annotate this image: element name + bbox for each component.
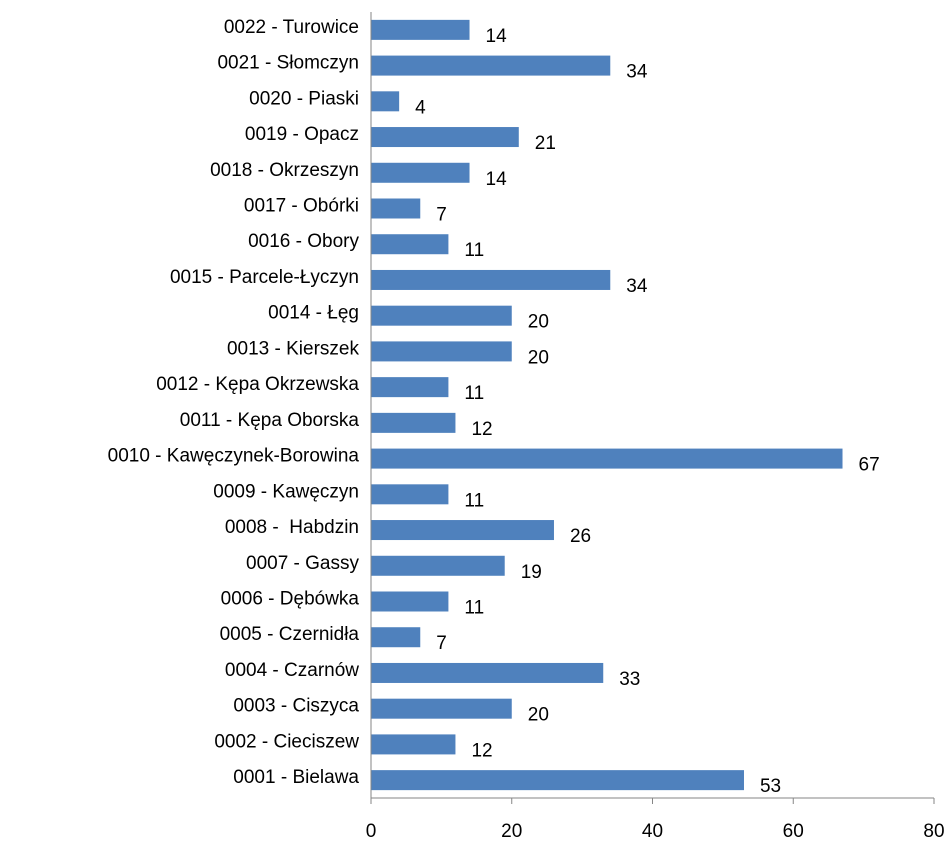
y-tick-label: 0002 - Cieciszew [214, 731, 359, 752]
y-tick-label: 0021 - Słomczyn [217, 53, 359, 74]
data-label: 14 [486, 169, 508, 190]
y-tick-label: 0010 - Kawęczynek-Borowina [108, 446, 360, 467]
data-label: 21 [535, 133, 556, 154]
y-tick-label: 0003 - Ciszyca [233, 696, 359, 717]
data-label: 14 [486, 26, 508, 47]
y-tick-label: 0019 - Opacz [245, 124, 359, 145]
bar [371, 341, 512, 362]
bar [371, 305, 512, 326]
x-tick-label: 60 [783, 821, 804, 842]
bar [371, 91, 400, 112]
y-tick-label: 0013 - Kierszek [227, 338, 360, 359]
data-label: 33 [619, 669, 640, 690]
data-label: 19 [521, 562, 542, 583]
bar [371, 555, 505, 576]
bar [371, 234, 449, 255]
data-label: 12 [471, 740, 492, 761]
x-tick-label: 20 [501, 821, 522, 842]
y-tick-label: 0004 - Czarnów [225, 660, 359, 681]
x-tick-label: 80 [923, 821, 944, 842]
data-label: 7 [436, 205, 447, 226]
y-tick-label: 0014 - Łęg [268, 303, 359, 324]
y-tick-label: 0022 - Turowice [224, 17, 359, 38]
data-label: 12 [471, 419, 492, 440]
bar [371, 19, 470, 40]
data-label: 11 [464, 240, 484, 261]
y-tick-label: 0012 - Kępa Okrzewska [156, 374, 359, 395]
data-label: 7 [436, 633, 447, 654]
y-tick-label: 0006 - Dębówka [221, 589, 360, 610]
bar [371, 412, 456, 433]
bar [371, 734, 456, 755]
bar [371, 55, 611, 76]
data-label: 20 [528, 705, 549, 726]
data-label: 11 [464, 490, 484, 511]
bar [371, 627, 421, 648]
bar [371, 162, 470, 183]
data-label: 26 [570, 526, 591, 547]
y-tick-label: 0001 - Bielawa [233, 767, 359, 788]
bar [371, 662, 604, 683]
bar [371, 198, 421, 219]
data-label: 34 [626, 62, 648, 83]
y-tick-label: 0020 - Piaski [249, 88, 359, 109]
bar [371, 377, 449, 398]
y-tick-label: 0008 - Habdzin [225, 517, 359, 538]
data-label: 11 [464, 383, 484, 404]
bar [371, 127, 519, 148]
bar [371, 484, 449, 505]
data-label: 34 [626, 276, 648, 297]
x-tick-label: 0 [366, 821, 377, 842]
bar [371, 591, 449, 612]
data-label: 4 [415, 97, 426, 118]
bar [371, 770, 744, 791]
bar [371, 520, 554, 541]
data-label: 11 [464, 598, 484, 619]
bar [371, 448, 843, 469]
y-tick-label: 0015 - Parcele-Łyczyn [170, 267, 359, 288]
data-label: 20 [528, 312, 549, 333]
x-tick-label: 40 [642, 821, 663, 842]
y-tick-label: 0016 - Obory [248, 231, 359, 252]
bar [371, 698, 512, 719]
y-tick-label: 0009 - Kawęczyn [213, 481, 359, 502]
y-tick-label: 0018 - Okrzeszyn [210, 160, 359, 181]
y-tick-label: 0005 - Czernidła [220, 624, 360, 645]
data-label: 20 [528, 347, 549, 368]
data-label: 67 [859, 455, 880, 476]
bar [371, 269, 611, 290]
y-tick-label: 0017 - Obórki [244, 196, 359, 217]
data-label: 53 [760, 776, 781, 797]
y-tick-label: 0011 - Kępa Oborska [180, 410, 360, 431]
y-tick-label: 0007 - Gassy [246, 553, 359, 574]
